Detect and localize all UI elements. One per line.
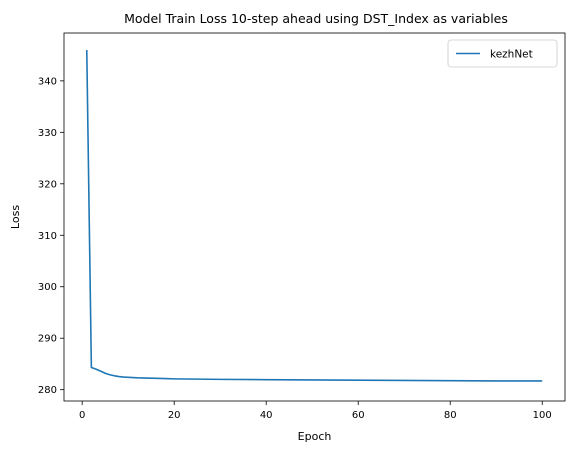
y-tick-label: 340 xyxy=(38,76,57,87)
chart-title: Model Train Loss 10-step ahead using DST… xyxy=(124,11,508,26)
x-tick-label: 20 xyxy=(168,410,181,421)
x-tick-label: 60 xyxy=(352,410,365,421)
legend-box xyxy=(447,39,558,68)
y-tick-label: 300 xyxy=(38,282,57,293)
y-tick-label: 320 xyxy=(38,179,57,190)
series-layer xyxy=(85,49,543,382)
y-tick-label: 310 xyxy=(38,231,57,242)
series-line-kezhNet xyxy=(85,49,543,382)
legend: kezhNet xyxy=(447,39,558,68)
plot-frame xyxy=(63,32,566,402)
y-tick-label: 290 xyxy=(38,334,57,345)
legend-label: kezhNet xyxy=(490,49,533,61)
x-axis-label: Epoch xyxy=(298,430,332,443)
x-tick-label: 100 xyxy=(533,410,552,421)
y-axis-label: Loss xyxy=(9,205,22,229)
plot-area: 0 20 40 60 80 100 280 290 300 310 320 330 340 xyxy=(38,32,566,421)
y-tick-label: 280 xyxy=(38,385,57,396)
y-tick-label: 330 xyxy=(38,128,57,139)
x-tick-label: 80 xyxy=(444,410,457,421)
x-tick-label: 0 xyxy=(79,410,85,421)
y-axis-ticks: 280 290 300 310 320 330 340 xyxy=(38,76,64,396)
x-axis-ticks: 0 20 40 60 80 100 xyxy=(79,401,552,421)
x-tick-label: 40 xyxy=(260,410,273,421)
